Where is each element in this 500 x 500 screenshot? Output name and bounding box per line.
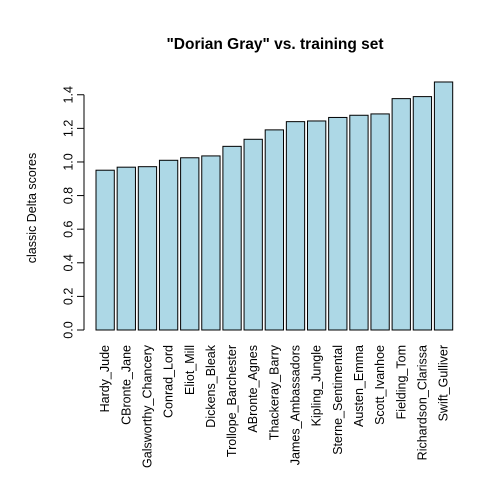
y-tick-label: 1.0 bbox=[61, 153, 75, 170]
y-tick-label: 0.8 bbox=[61, 187, 75, 204]
x-category-label: CBronte_Jane bbox=[119, 345, 133, 425]
y-tick-label: 1.4 bbox=[61, 86, 75, 103]
y-tick-label: 1.2 bbox=[61, 120, 75, 137]
bar-Trollope_Barchester bbox=[222, 145, 242, 331]
x-category-label: Hardy_Jude bbox=[98, 345, 112, 412]
chart-title: "Dorian Gray" vs. training set bbox=[166, 36, 383, 53]
bar-Scott_Ivanhoe bbox=[370, 113, 390, 331]
bar-Galsworthy_Chancery bbox=[137, 166, 158, 331]
x-category-label: ABronte_Agnes bbox=[246, 345, 260, 433]
x-category-label: Kipling_Jungle bbox=[310, 345, 324, 426]
y-axis-label: classic Delta scores bbox=[25, 153, 39, 263]
bar-James_Ambassadors bbox=[285, 121, 306, 331]
y-tick-label: 0.2 bbox=[61, 288, 75, 305]
bar-Thackeray_Barry bbox=[264, 129, 285, 331]
bar-Austen_Emma bbox=[349, 114, 369, 331]
x-category-label: Richardson_Clarissa bbox=[415, 345, 429, 460]
y-tick-label: 0.0 bbox=[61, 321, 75, 338]
bar-CBronte_Jane bbox=[116, 166, 136, 331]
x-category-label: Scott_Ivanhoe bbox=[373, 345, 387, 425]
bars-group bbox=[95, 81, 454, 331]
bar-Eliot_Mill bbox=[180, 157, 200, 331]
x-category-label: Austen_Emma bbox=[352, 345, 366, 427]
x-category-labels: Hardy_Jude CBronte_Jane Galsworthy_Chancer… bbox=[98, 344, 450, 468]
x-category-label: Eliot_Mill bbox=[183, 345, 197, 395]
y-tick-label: 0.4 bbox=[61, 254, 75, 271]
bar-Richardson_Clarissa bbox=[412, 96, 433, 331]
x-category-label: Trollope_Barchester bbox=[225, 345, 239, 457]
bar-Dickens_Bleak bbox=[201, 155, 221, 331]
bar-Fielding_Tom bbox=[391, 98, 411, 331]
x-category-label: Swift_Gulliver bbox=[437, 345, 451, 421]
x-category-label: Thackeray_Barry bbox=[267, 344, 281, 440]
x-category-label: James_Ambassadors bbox=[289, 345, 303, 465]
x-category-label: Sterne_Sentimental bbox=[331, 345, 345, 455]
bar-Kipling_Jungle bbox=[307, 120, 327, 331]
bar-ABronte_Agnes bbox=[243, 138, 263, 331]
bar-Sterne_Sentimental bbox=[328, 116, 348, 331]
x-category-label: Conrad_Lord bbox=[162, 345, 176, 418]
x-category-label: Galsworthy_Chancery bbox=[140, 344, 154, 468]
y-axis: 0.0 0.2 0.4 0.6 0.8 1.0 1.2 1.4 bbox=[61, 86, 85, 339]
y-tick-label: 0.6 bbox=[61, 220, 75, 237]
bar-Swift_Gulliver bbox=[433, 81, 454, 331]
bar-Hardy_Jude bbox=[95, 169, 115, 331]
x-category-label: Fielding_Tom bbox=[394, 345, 408, 419]
bar-Conrad_Lord bbox=[158, 159, 179, 331]
x-category-label: Dickens_Bleak bbox=[204, 344, 218, 427]
